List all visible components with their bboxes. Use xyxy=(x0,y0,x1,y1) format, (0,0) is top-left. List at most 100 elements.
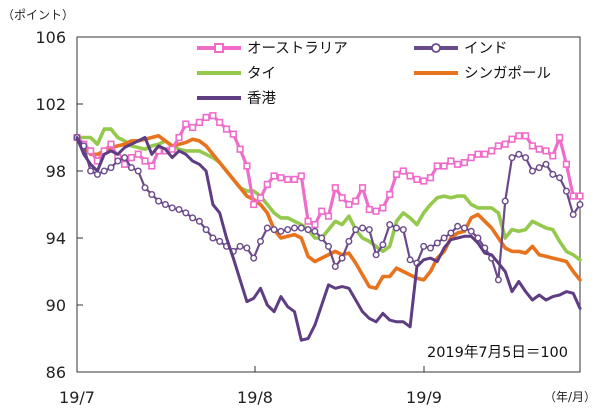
data-point-marker xyxy=(542,160,550,168)
data-point-marker xyxy=(433,162,441,170)
data-point-marker xyxy=(270,172,278,180)
data-point-marker xyxy=(148,162,156,170)
legend-label: タイ xyxy=(247,65,276,82)
data-point-marker xyxy=(542,147,550,155)
data-point-marker xyxy=(569,210,577,218)
data-point-marker xyxy=(297,172,305,180)
data-point-marker xyxy=(413,175,421,184)
data-point-marker xyxy=(243,162,251,170)
data-point-marker xyxy=(324,212,333,220)
data-point-marker xyxy=(87,147,95,155)
data-point-marker xyxy=(474,234,482,242)
data-point-marker xyxy=(297,224,305,232)
data-point-marker xyxy=(209,234,217,242)
data-point-marker xyxy=(189,123,197,132)
data-point-marker xyxy=(250,200,258,209)
data-point-marker xyxy=(549,152,557,160)
data-point-marker xyxy=(141,184,149,192)
data-point-marker xyxy=(535,145,543,153)
data-point-marker xyxy=(338,194,346,202)
y-tick-label: 94 xyxy=(46,229,66,248)
data-point-marker xyxy=(202,226,210,234)
y-tick-label: 90 xyxy=(46,296,66,315)
series-0 xyxy=(73,112,584,229)
data-point-marker xyxy=(501,197,509,205)
data-point-marker xyxy=(331,263,339,271)
y-axis: 86 90 94 98 102 106 xyxy=(35,28,83,382)
data-point-marker xyxy=(447,157,455,165)
series-2 xyxy=(75,127,582,262)
data-point-marker xyxy=(155,197,163,205)
data-point-marker xyxy=(222,125,231,133)
data-point-marker xyxy=(501,140,509,148)
data-point-marker xyxy=(420,242,428,250)
data-point-marker xyxy=(127,164,135,172)
data-point-marker xyxy=(134,150,142,158)
data-point-marker xyxy=(508,154,516,162)
data-point-marker xyxy=(454,222,462,230)
legend-item: シンガポール xyxy=(414,65,551,82)
data-point-marker xyxy=(134,167,142,175)
data-point-marker xyxy=(372,207,380,215)
data-point-marker xyxy=(426,174,435,182)
data-point-marker xyxy=(243,244,251,252)
data-point-marker xyxy=(229,130,237,138)
data-point-marker xyxy=(161,200,169,208)
series-line xyxy=(75,134,582,291)
data-point-marker xyxy=(304,226,312,234)
data-point-marker xyxy=(460,159,469,167)
data-point-marker xyxy=(121,154,129,162)
data-point-marker xyxy=(257,237,265,245)
data-point-marker xyxy=(236,242,244,250)
data-point-marker xyxy=(487,147,496,155)
data-point-marker xyxy=(447,229,455,237)
data-point-marker xyxy=(195,217,203,225)
data-point-marker xyxy=(256,194,265,202)
data-point-marker xyxy=(263,224,271,232)
data-point-marker xyxy=(352,197,360,205)
data-point-marker xyxy=(127,154,136,162)
legend-item: インド xyxy=(414,41,508,57)
data-point-marker xyxy=(304,217,312,225)
series-line xyxy=(75,136,582,342)
data-point-marker xyxy=(528,142,536,150)
data-point-marker xyxy=(121,160,129,168)
data-point-marker xyxy=(522,154,530,162)
data-point-marker xyxy=(372,251,380,259)
data-point-marker xyxy=(406,172,414,180)
data-point-marker xyxy=(556,174,564,182)
x-axis: 19/7 19/8 19/9 xyxy=(59,366,442,407)
data-point-marker xyxy=(216,118,224,126)
data-point-marker xyxy=(576,200,584,208)
data-point-marker xyxy=(107,140,115,148)
data-point-marker xyxy=(494,276,502,284)
data-point-marker xyxy=(440,162,448,170)
data-point-marker xyxy=(393,224,401,232)
x-tick-label: 19/7 xyxy=(59,388,95,407)
data-point-marker xyxy=(100,167,108,175)
series-layer xyxy=(73,112,584,342)
data-point-marker xyxy=(291,224,299,232)
data-point-marker xyxy=(175,133,183,142)
data-point-marker xyxy=(379,204,387,212)
data-point-marker xyxy=(535,164,543,172)
data-point-marker xyxy=(114,157,122,165)
data-point-marker xyxy=(399,167,407,175)
y-tick-label: 102 xyxy=(35,95,66,114)
data-point-marker xyxy=(359,224,367,232)
data-point-marker xyxy=(440,234,448,242)
data-point-marker xyxy=(379,241,387,249)
data-point-marker xyxy=(386,221,394,229)
x-tick-label: 19/8 xyxy=(237,388,273,407)
legend-label: 香港 xyxy=(247,90,276,107)
data-point-marker xyxy=(284,175,292,184)
data-point-marker xyxy=(209,112,217,120)
data-point-marker xyxy=(168,145,176,153)
data-point-marker xyxy=(290,175,299,184)
legend-swatch-marker xyxy=(214,43,224,53)
data-point-marker xyxy=(392,170,401,179)
data-point-marker xyxy=(284,226,292,234)
legend-label: オーストラリア xyxy=(247,41,348,57)
y-tick-label: 98 xyxy=(46,162,66,181)
data-point-marker xyxy=(236,145,244,153)
